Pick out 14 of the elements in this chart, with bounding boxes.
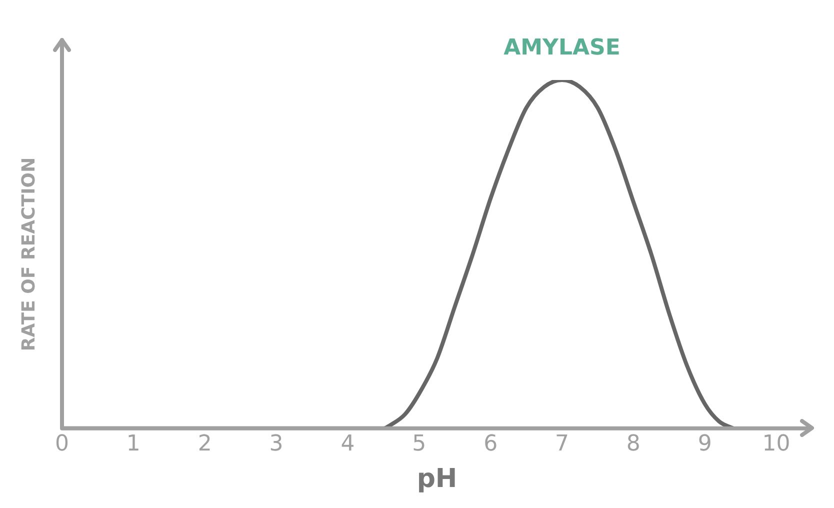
y-axis-title: RATE OF REACTION [18,157,40,352]
x-tick-label: 4 [340,431,355,456]
x-tick-label: 7 [555,431,569,456]
x-tick-label: 2 [198,431,212,456]
x-tick-label: 0 [55,431,69,456]
x-tick-label: 10 [762,431,790,456]
x-axis-title: pH [416,464,458,494]
x-tick-label: 5 [412,431,426,456]
x-tick-label: 8 [626,431,640,456]
annotation: AMYLASE [504,36,620,61]
x-tick-label: 9 [698,431,712,456]
x-tick-label: 6 [484,431,498,456]
x-tick-label: 1 [126,431,140,456]
x-tick-label: 3 [269,431,284,456]
